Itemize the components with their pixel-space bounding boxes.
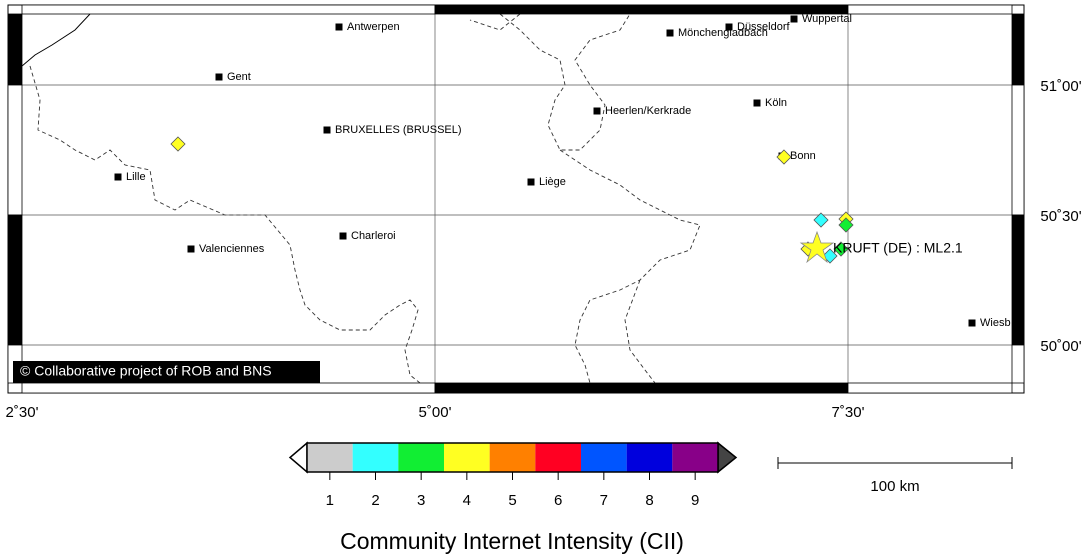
city-label: Düsseldorf [737, 21, 791, 33]
city-label: Heerlen/Kerkrade [605, 105, 691, 117]
city-label: Valenciennes [199, 243, 265, 255]
map-frame [7, 4, 1025, 394]
city-marker [527, 178, 535, 186]
country-border [29, 65, 421, 383]
epicenter-star [799, 230, 835, 264]
city-label: Köln [765, 97, 787, 109]
colorbar-cell [398, 443, 444, 472]
coastline [22, 14, 91, 67]
colorbar-cell [581, 443, 627, 472]
city-marker [968, 319, 976, 327]
colorbar-label: 9 [691, 492, 699, 509]
colorbar-label: 8 [645, 492, 653, 509]
city-marker [187, 245, 195, 253]
city-label: Liège [539, 176, 566, 188]
colorbar-under [288, 441, 308, 474]
colorbar-label: 6 [554, 492, 562, 509]
copyright-box [13, 361, 320, 383]
colorbar-label: 1 [326, 492, 334, 509]
latitude-label: 51˚00' [1040, 78, 1081, 95]
frame-check [21, 4, 436, 15]
city-marker [753, 99, 761, 107]
colorbar-cell [672, 443, 718, 472]
colorbar-label: 2 [371, 492, 379, 509]
city-marker [335, 23, 343, 31]
colorbar-label: 3 [417, 492, 425, 509]
city-marker [593, 107, 601, 115]
colorbar-cell [307, 443, 353, 472]
city-marker [666, 29, 674, 37]
frame-check [7, 84, 23, 216]
city-marker [114, 173, 122, 181]
latitude-label: 50˚00' [1040, 338, 1081, 355]
country-border [469, 14, 521, 31]
epicenter-label: KRUFT (DE) : ML2.1 [833, 240, 963, 256]
city-marker [323, 126, 331, 134]
colorbar-over [717, 441, 738, 474]
intensity-observation [776, 149, 792, 165]
map-area [22, 14, 701, 383]
frame-check [434, 4, 849, 15]
scale-label: 100 km [870, 478, 919, 495]
city-label: Wiesb [980, 317, 1011, 329]
intensity-observation [833, 241, 849, 257]
colorbar-cell [626, 443, 673, 472]
intensity-observation [170, 136, 186, 152]
frame-check [7, 214, 23, 346]
city-label: Bonn [790, 150, 816, 162]
colorbar-cell [489, 443, 536, 472]
frame-check [847, 4, 1013, 15]
frame-check [847, 382, 1013, 394]
longitude-label: 5˚00' [419, 404, 452, 421]
colorbar-label: 7 [600, 492, 608, 509]
city-label: Wuppertal [802, 13, 852, 25]
colorbar-cell [444, 443, 490, 472]
colorbar-outline [306, 442, 719, 473]
longitude-label: 7˚30' [832, 404, 865, 421]
intensity-observation [838, 217, 854, 233]
city-label: BRUXELLES (BRUSSEL) [335, 124, 462, 136]
country-border [624, 279, 656, 383]
frame-check [1011, 84, 1025, 216]
legend-title: Community Internet Intensity (CII) [340, 528, 684, 554]
city-label: Mönchengladbach [678, 27, 768, 39]
intensity-observation [813, 212, 829, 228]
colorbar-cell [535, 443, 581, 472]
city-marker [725, 23, 733, 31]
copyright: © Collaborative project of ROB and BNS [20, 363, 272, 379]
city-marker [215, 73, 223, 81]
city-marker [339, 232, 347, 240]
frame-check [7, 13, 23, 86]
frame-check [1011, 344, 1025, 384]
colorbar-cell [352, 443, 399, 472]
city-label: Antwerpen [347, 21, 400, 33]
country-border [499, 14, 631, 151]
city-label: Gent [227, 71, 251, 83]
city-marker [790, 15, 798, 23]
frame-check [434, 382, 849, 394]
latitude-label: 50˚30' [1040, 208, 1081, 225]
frame-check [1011, 13, 1025, 86]
colorbar-label: 4 [463, 492, 471, 509]
city-label: Lille [126, 171, 146, 183]
colorbar-label: 5 [508, 492, 516, 509]
longitude-label: 2˚30' [6, 404, 39, 421]
frame-check [1011, 214, 1025, 346]
city-label: Charleroi [351, 230, 396, 242]
frame-check [21, 382, 436, 394]
